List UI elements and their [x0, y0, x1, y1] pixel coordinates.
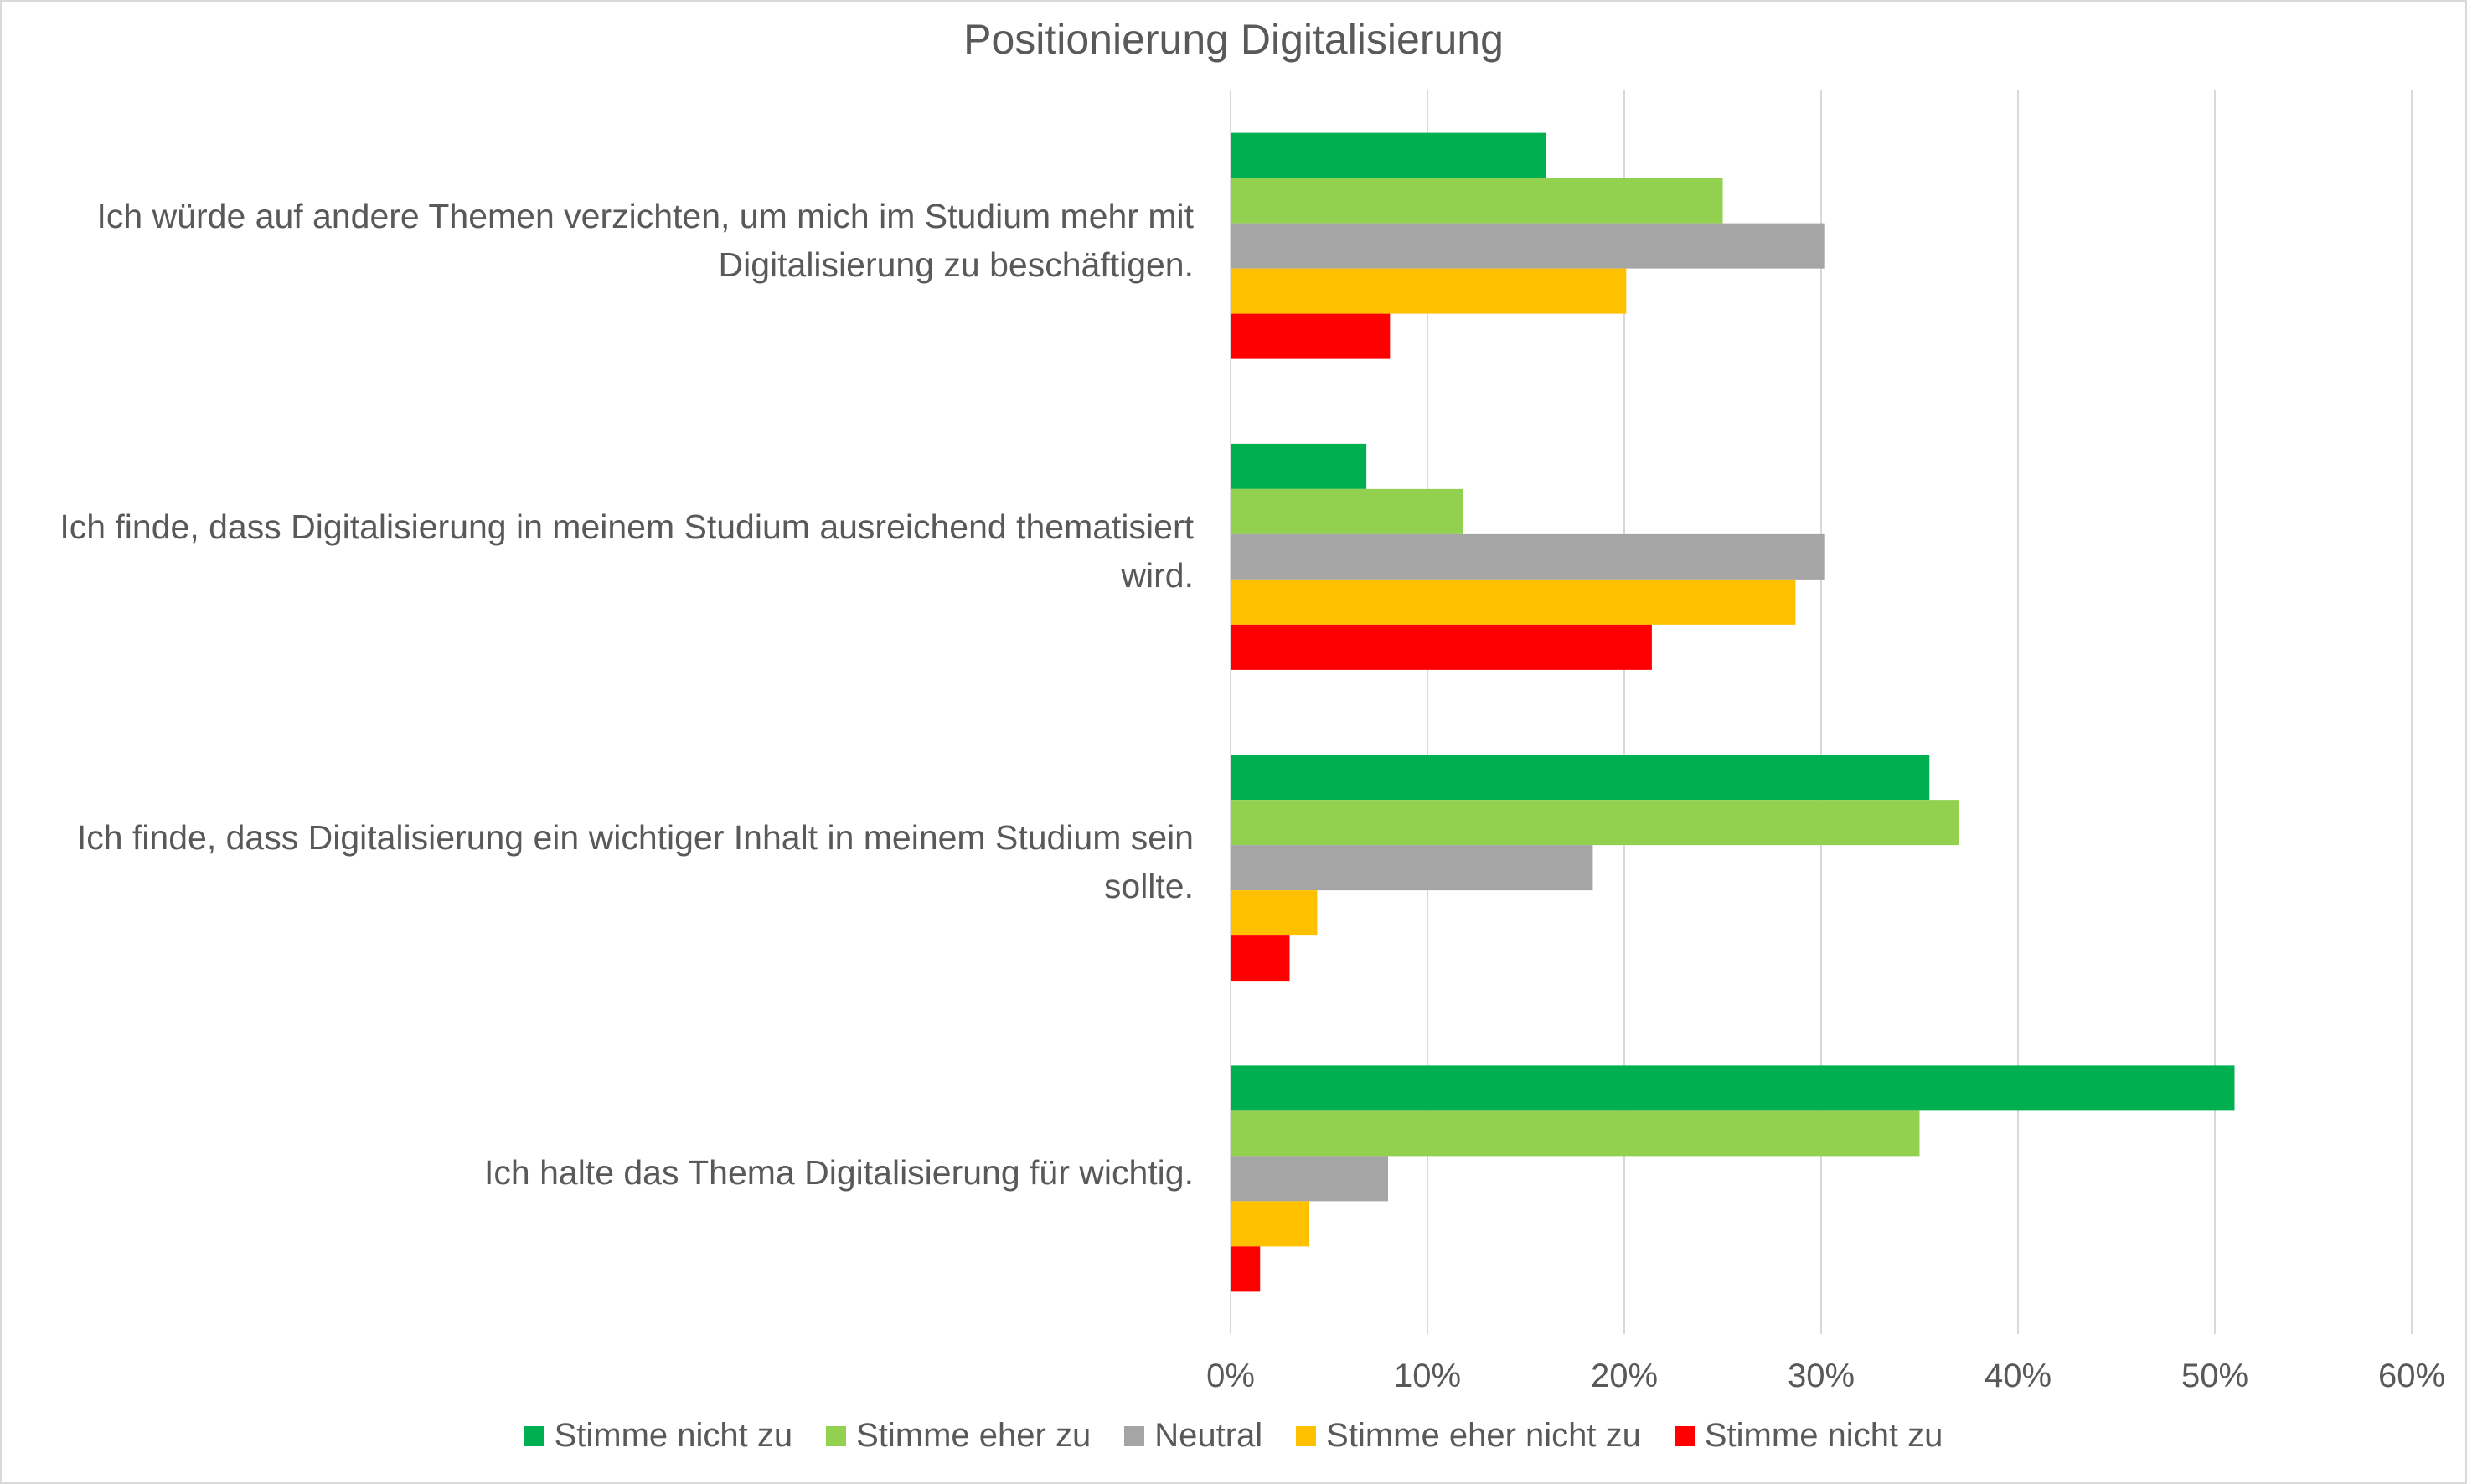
bar — [1231, 488, 1463, 534]
legend-swatch — [1124, 1425, 1145, 1446]
legend-label: Stimme nicht zu — [554, 1417, 793, 1454]
bar — [1231, 1065, 2235, 1111]
legend-label: Neutral — [1154, 1417, 1263, 1454]
bar — [1231, 533, 1825, 580]
legend: Stimme nicht zu Stimme eher zu Neutral Stim… — [0, 1417, 2467, 1455]
legend-item: Neutral — [1124, 1417, 1262, 1455]
chart-title: Positionierung Digitalisierung — [963, 16, 1504, 63]
legend-item: Stimme nicht zu — [1674, 1417, 1943, 1455]
legend-item: Stimme eher nicht zu — [1296, 1417, 1641, 1455]
legend-swatch — [826, 1425, 847, 1446]
category-label: Ich finde, dass Digitalisierung in meine… — [59, 507, 1194, 595]
x-tick-label: 30% — [1788, 1358, 1855, 1394]
bar — [1231, 1110, 1920, 1157]
legend-swatch — [1296, 1425, 1317, 1446]
legend-item: Stimme eher zu — [826, 1417, 1091, 1455]
legend-item: Stimme nicht zu — [524, 1417, 793, 1455]
bar — [1231, 132, 1546, 178]
bar — [1231, 935, 1290, 982]
bar — [1231, 624, 1652, 670]
bar — [1231, 268, 1627, 314]
category-label: Ich halte das Thema Digitalisierung für … — [484, 1153, 1194, 1193]
bar — [1231, 1201, 1309, 1247]
bar — [1231, 443, 1367, 489]
bar — [1231, 223, 1825, 269]
bar — [1231, 1156, 1388, 1202]
x-tick-label: 20% — [1591, 1358, 1658, 1394]
category-label: Ich würde auf andere Themen verzichten, … — [96, 196, 1195, 284]
x-tick-label: 0% — [1206, 1358, 1255, 1394]
legend-swatch — [524, 1425, 544, 1446]
x-tick-labels: 0% 10% 20% 30% 40% 50% 60% — [1206, 1358, 2445, 1394]
x-tick-label: 10% — [1394, 1358, 1461, 1394]
bars — [1231, 132, 2235, 1292]
bar — [1231, 890, 1318, 936]
x-tick-label: 50% — [2181, 1358, 2248, 1394]
legend-label: Stimme eher zu — [856, 1417, 1092, 1454]
category-label: Ich finde, dass Digitalisierung ein wich… — [76, 818, 1194, 906]
bar — [1231, 178, 1723, 224]
bar — [1231, 1246, 1261, 1292]
legend-label: Stimme nicht zu — [1704, 1417, 1943, 1454]
x-tick-label: 60% — [2378, 1358, 2445, 1394]
bar — [1231, 755, 1930, 801]
bar — [1231, 313, 1391, 359]
legend-swatch — [1674, 1425, 1695, 1446]
x-tick-label: 40% — [1984, 1358, 2052, 1394]
bar — [1231, 800, 1959, 846]
legend-label: Stimme eher nicht zu — [1326, 1417, 1641, 1454]
bar — [1231, 845, 1593, 891]
bar — [1231, 579, 1796, 625]
